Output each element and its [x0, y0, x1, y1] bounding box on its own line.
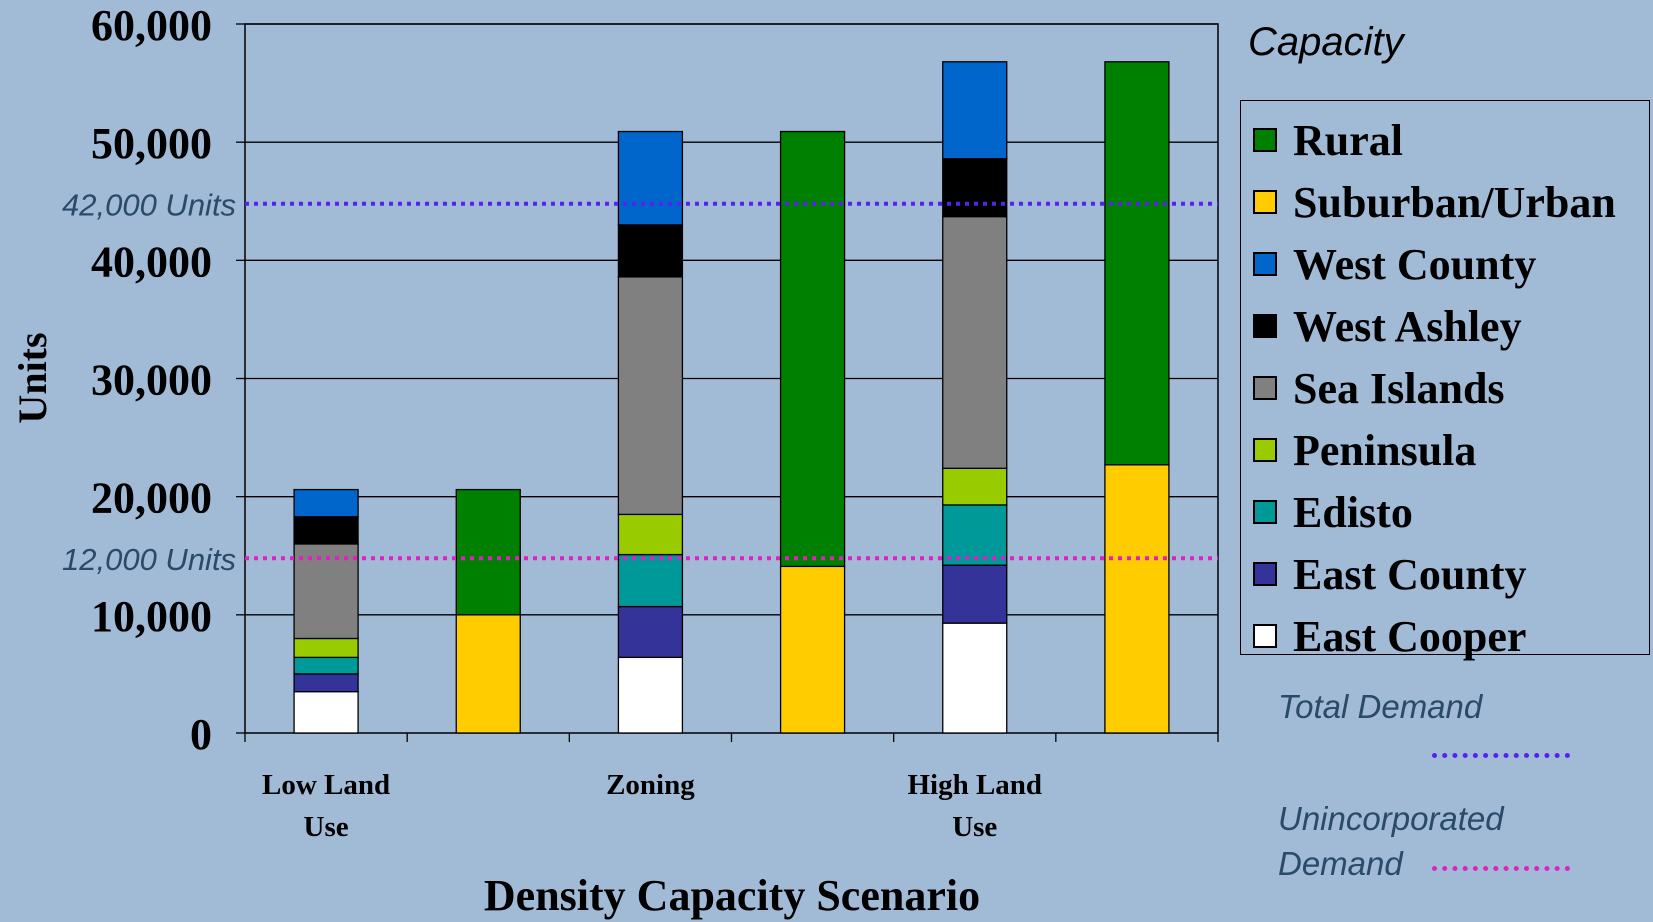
bar-segment-sea-islands — [617, 276, 684, 516]
legend-swatch — [1253, 190, 1277, 214]
unincorporated-demand-legend-label-line1: Unincorporated — [1278, 800, 1504, 837]
legend-label: Peninsula — [1293, 425, 1477, 475]
x-category-label: Use — [304, 811, 349, 843]
total-demand-legend-label: Total Demand — [1278, 688, 1483, 725]
legend-item: East County — [1253, 549, 1527, 599]
legend-label: East County — [1293, 549, 1527, 599]
bar-segment-west-ashley — [617, 224, 684, 278]
x-axis-title: Density Capacity Scenario — [484, 871, 980, 920]
legend-swatch — [1253, 128, 1277, 152]
legend-item: Sea Islands — [1253, 363, 1505, 413]
legend-swatch — [1253, 376, 1277, 400]
reference-line-label: 12,000 Units — [62, 542, 236, 577]
legend-item: Edisto — [1253, 487, 1413, 537]
x-category-label: Use — [952, 811, 997, 843]
bar-segment-rural — [779, 130, 846, 568]
bar-segment-suburban-urban — [779, 565, 846, 734]
legend-item: West Ashley — [1253, 301, 1522, 351]
bar-segment-rural — [455, 488, 521, 616]
legend-item: West County — [1253, 239, 1536, 289]
total-demand-legend-line — [1432, 753, 1570, 758]
y-tick-label: 30,000 — [91, 356, 212, 405]
bar-segment-peninsula — [942, 467, 1008, 506]
legend-swatch — [1253, 500, 1277, 524]
bar-segment-west-county — [942, 61, 1008, 160]
legend-item: Peninsula — [1253, 425, 1476, 475]
unincorporated-demand-legend-label-line2: Demand — [1278, 845, 1403, 882]
legend-swatch — [1253, 624, 1277, 648]
bar-segment-edisto — [942, 504, 1008, 566]
legend-item: Suburban/Urban — [1253, 177, 1616, 227]
bar-segment-east-cooper — [617, 656, 684, 734]
legend-item: East Cooper — [1253, 611, 1526, 661]
legend-title: Capacity — [1248, 20, 1404, 64]
legend: Rural Suburban/Urban West County West Ashle… — [1240, 100, 1650, 661]
legend-label: West Ashley — [1293, 301, 1522, 351]
legend-swatch — [1253, 438, 1277, 462]
y-tick-label: 10,000 — [91, 592, 212, 641]
legend-label: West County — [1293, 239, 1537, 289]
bar-segment-rural — [1104, 61, 1170, 466]
legend-item: Rural — [1253, 115, 1403, 165]
legend-label: East Cooper — [1293, 611, 1527, 661]
bar-segment-east-county — [293, 673, 359, 693]
bar-segment-sea-islands — [942, 215, 1008, 469]
bar-segment-east-county — [942, 564, 1008, 624]
bar-segment-west-county — [293, 488, 359, 518]
bar-segment-edisto — [617, 553, 684, 608]
reference-line-label: 42,000 Units — [62, 188, 236, 223]
bar-segment-suburban-urban — [1104, 464, 1170, 734]
bar-segment-west-county — [617, 130, 684, 226]
legend-label: Rural — [1293, 115, 1403, 165]
bar-segment-peninsula — [617, 513, 684, 556]
unincorporated-demand-legend-line — [1432, 866, 1570, 871]
legend-label: Suburban/Urban — [1293, 177, 1616, 227]
bar-segment-peninsula — [293, 637, 359, 659]
bar-segment-suburban-urban — [455, 614, 521, 734]
y-tick-label: 60,000 — [91, 1, 212, 50]
y-tick-label: 50,000 — [91, 119, 212, 168]
y-axis-title: Units — [10, 332, 55, 423]
x-category-label: Low Land — [262, 769, 390, 801]
legend-swatch — [1253, 562, 1277, 586]
y-tick-label: 40,000 — [91, 237, 212, 286]
x-category-label: Zoning — [606, 769, 695, 801]
bar-segment-east-cooper — [942, 622, 1008, 734]
legend-swatch — [1253, 314, 1277, 338]
legend-swatch — [1253, 252, 1277, 276]
legend-label: Sea Islands — [1293, 363, 1505, 413]
y-tick-label: 20,000 — [91, 474, 212, 523]
bar-segment-east-county — [617, 605, 684, 659]
bar-segment-east-cooper — [293, 690, 359, 734]
bar-segment-west-ashley — [293, 516, 359, 545]
legend-label: Edisto — [1293, 487, 1413, 537]
bar-segment-west-ashley — [942, 158, 1008, 218]
x-category-label: High Land — [907, 769, 1042, 801]
y-tick-label: 0 — [190, 710, 212, 759]
bar-segment-edisto — [293, 656, 359, 675]
